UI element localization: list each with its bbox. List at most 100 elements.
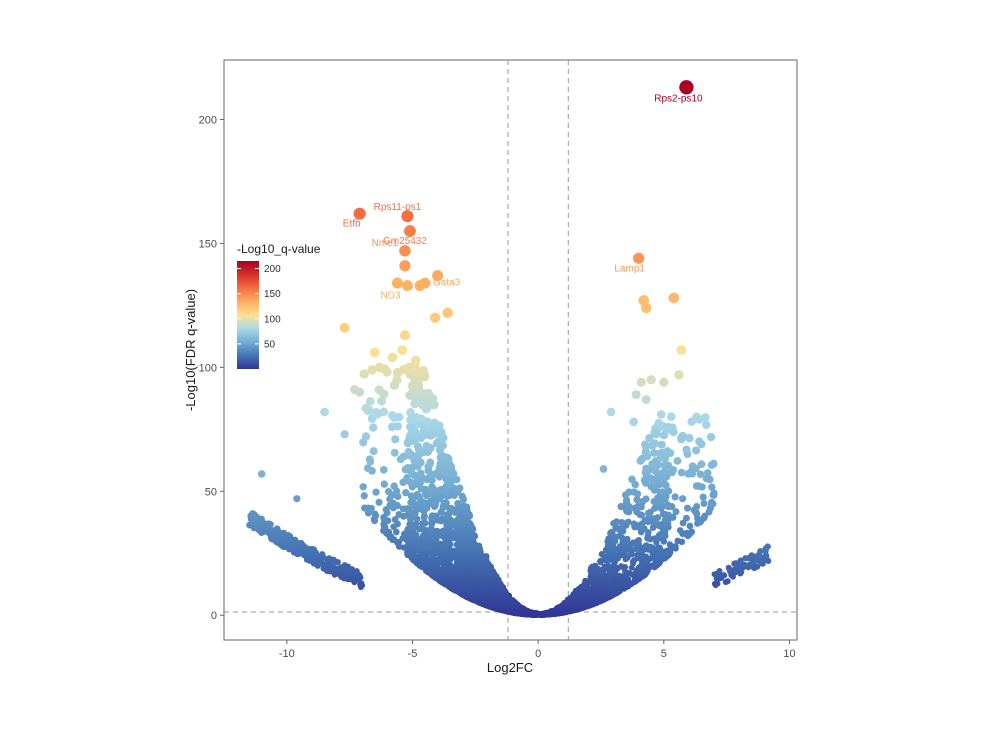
data-point <box>643 542 650 549</box>
data-point <box>308 545 316 553</box>
data-point <box>416 469 425 478</box>
data-point <box>710 489 718 497</box>
data-point <box>642 464 650 473</box>
data-point <box>701 512 709 520</box>
data-point <box>406 422 415 432</box>
data-point <box>293 495 301 503</box>
labeled-data-point <box>399 245 411 257</box>
data-point <box>683 504 692 512</box>
gene-label: Lamp1 <box>614 263 645 274</box>
data-point <box>406 408 415 417</box>
gene-label: Gm25432 <box>383 236 427 247</box>
data-point <box>372 488 380 496</box>
data-point <box>430 418 439 428</box>
data-point <box>682 445 691 454</box>
data-point <box>402 488 410 497</box>
data-point <box>442 499 450 507</box>
data-point <box>692 482 701 490</box>
x-tick-label: -10 <box>279 648 295 660</box>
data-point <box>379 407 389 417</box>
data-point <box>433 527 441 535</box>
data-point <box>748 552 755 559</box>
data-point <box>618 563 625 570</box>
data-point <box>703 469 712 477</box>
data-point <box>660 478 668 487</box>
data-point <box>682 514 690 522</box>
data-point <box>676 345 687 355</box>
y-tick-label: 200 <box>199 114 217 126</box>
data-point <box>673 456 682 465</box>
x-tick-label: 0 <box>535 648 541 660</box>
data-point <box>697 440 706 449</box>
data-point <box>676 527 684 534</box>
legend-tick-label: 200 <box>264 264 281 275</box>
data-point <box>365 396 375 406</box>
data-point <box>320 407 329 417</box>
data-point <box>634 502 642 510</box>
data-point <box>392 375 402 385</box>
data-point <box>656 544 663 551</box>
data-point <box>656 410 666 419</box>
legend-tick-label: 150 <box>264 289 281 300</box>
data-points <box>246 355 772 618</box>
data-point <box>456 484 464 492</box>
data-point <box>654 419 664 428</box>
data-point <box>599 465 608 473</box>
data-point <box>664 501 672 509</box>
gene-label: Etfb <box>343 219 361 230</box>
data-point <box>692 412 701 422</box>
data-point <box>724 578 731 585</box>
data-point <box>363 464 372 472</box>
data-point <box>624 518 632 526</box>
data-point <box>427 525 435 532</box>
data-point <box>458 492 466 501</box>
data-point <box>582 577 589 584</box>
data-point <box>697 460 706 469</box>
data-point <box>659 510 667 518</box>
data-point <box>439 459 448 468</box>
data-point <box>391 516 399 524</box>
data-point <box>605 562 612 569</box>
data-point <box>326 555 333 562</box>
data-point <box>483 553 490 560</box>
data-point <box>641 395 651 405</box>
data-point <box>407 520 414 528</box>
data-point <box>374 385 384 395</box>
data-point <box>339 322 350 333</box>
data-point <box>663 447 672 456</box>
data-point <box>375 498 383 506</box>
data-point <box>438 515 446 523</box>
data-point <box>674 537 681 545</box>
legend-ticks: 50 100 150 200 <box>237 264 281 350</box>
y-tick-label: 0 <box>211 610 217 622</box>
data-point <box>387 410 397 420</box>
data-point <box>360 492 368 500</box>
data-point <box>678 495 687 503</box>
data-point <box>426 458 435 467</box>
threshold-lines <box>224 60 797 640</box>
labeled-data-point <box>402 280 413 292</box>
data-point <box>737 557 744 564</box>
legend-tick-label: 50 <box>264 339 276 350</box>
data-point <box>687 467 696 476</box>
gene-label: ND3 <box>380 291 400 302</box>
data-point <box>677 468 686 477</box>
data-point <box>630 488 638 496</box>
data-point <box>598 550 605 558</box>
data-point <box>672 543 679 550</box>
data-point <box>419 277 431 289</box>
data-point <box>404 505 412 513</box>
data-point <box>361 432 371 441</box>
data-point <box>700 499 708 508</box>
data-point <box>757 548 764 555</box>
data-point <box>280 529 288 537</box>
data-point <box>399 330 410 341</box>
data-point <box>394 412 404 422</box>
data-point <box>645 433 654 443</box>
data-point <box>624 535 631 543</box>
data-point <box>377 396 386 406</box>
data-point <box>460 502 468 510</box>
data-point <box>693 502 701 511</box>
data-point <box>660 461 669 470</box>
data-point <box>379 465 388 474</box>
